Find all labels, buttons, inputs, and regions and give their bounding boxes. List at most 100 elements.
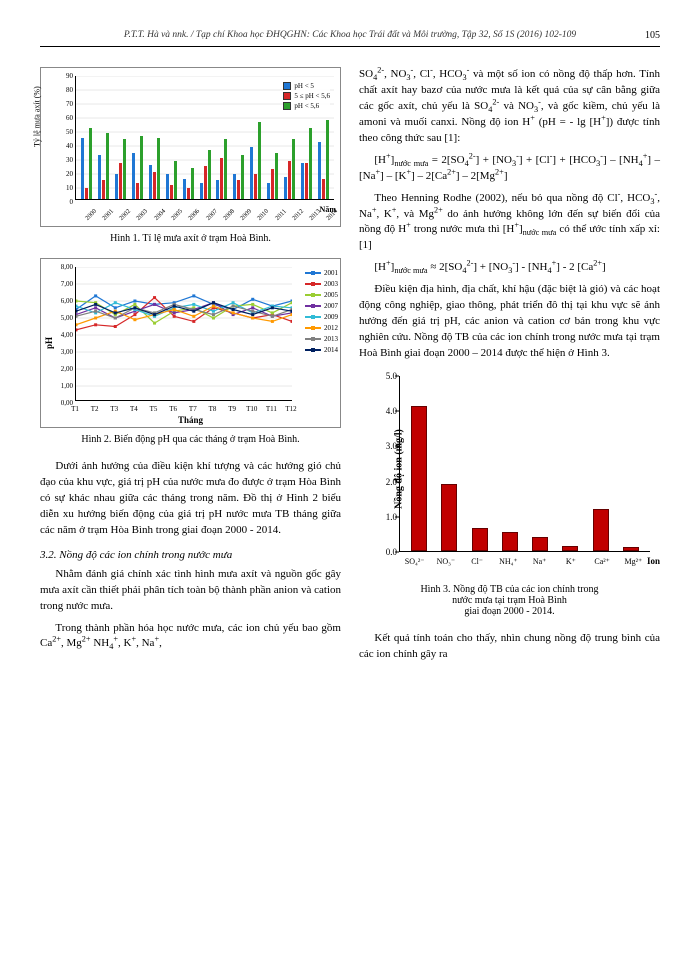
fig1-xtick: 2005 [170, 208, 184, 222]
fig1-bar [271, 169, 274, 199]
fig2-legend-item: 2013 [305, 335, 338, 343]
fig2-ytick: 8,00 [59, 263, 73, 271]
fig3-xtick: Mg²⁺ [625, 557, 643, 566]
fig1-bar [305, 163, 308, 199]
fig1-legend: pH < 5 5 ≤ pH < 5,6 pH < 5,6 [283, 82, 330, 112]
fig2-caption: Hình 2. Biến động pH qua các tháng ở trạ… [40, 434, 341, 445]
fig3-bar-column [525, 376, 555, 551]
fig1-xtick: 2011 [274, 208, 288, 222]
fig1-bar [309, 128, 312, 199]
fig1-bar [115, 174, 118, 199]
legend-line-icon [305, 327, 321, 329]
legend-swatch-icon [283, 102, 291, 110]
fig2-legend-item: 2003 [305, 280, 338, 288]
fig1-year-group [230, 76, 247, 199]
fig1-bar [89, 128, 92, 199]
fig2-xtick: T6 [169, 405, 177, 413]
fig1-xtick: 2010 [256, 208, 270, 222]
fig1-bar [288, 161, 291, 199]
fig3-bar [502, 532, 518, 551]
fig2-ylabel: pH [44, 337, 54, 349]
fig1-bar [216, 180, 219, 199]
fig3-bar-column [404, 376, 434, 551]
two-column-layout: Tỷ lệ mưa axít (%) 0102030405060708090 N… [40, 67, 660, 669]
equation-2: [H+]nước mưa ≈ 2[SO42-] + [NO3-] - [NH4+… [359, 260, 660, 276]
figure-1-chart: Tỷ lệ mưa axít (%) 0102030405060708090 N… [40, 67, 341, 227]
page-number: 105 [645, 30, 660, 41]
fig1-year-group [264, 76, 281, 199]
legend-label: 5 ≤ pH < 5,6 [294, 92, 330, 100]
fig1-bar [119, 163, 122, 199]
fig3-bar [411, 406, 427, 551]
fig1-bar [183, 179, 186, 200]
fig1-ytick: 0 [59, 198, 73, 206]
legend-label: pH < 5 [294, 82, 314, 90]
equation-1: [H+]nước mưa = 2[SO42-] + [NO3-] + [Cl-]… [359, 153, 660, 185]
fig1-ytick: 50 [59, 128, 73, 136]
fig1-xtick: 2013 [308, 208, 322, 222]
fig1-bar [318, 142, 321, 199]
fig2-xtick: T8 [209, 405, 217, 413]
fig3-xtick: Cl⁻ [471, 557, 483, 566]
fig1-ytick: 70 [59, 100, 73, 108]
fig1-xtick: 2006 [187, 208, 201, 222]
fig2-plot-area [75, 267, 292, 401]
fig2-legend-item: 2014 [305, 346, 338, 354]
fig1-xtick: 2002 [118, 208, 132, 222]
citation: P.T.T. Hà và nnk. / Tạp chí Khoa học ĐHQ… [124, 30, 576, 40]
fig1-bar [292, 139, 295, 199]
fig2-xtick: T1 [71, 405, 79, 413]
legend-line-icon [305, 316, 321, 318]
legend-label: 2009 [324, 313, 338, 321]
fig1-year-group [197, 76, 214, 199]
right-p3: Điều kiện địa hình, địa chất, khí hậu (đ… [359, 282, 660, 362]
fig1-bar [233, 174, 236, 199]
fig1-legend-item: pH < 5,6 [283, 102, 330, 110]
legend-label: 2005 [324, 291, 338, 299]
fig1-ytick: 20 [59, 170, 73, 178]
fig1-xtick: 2009 [239, 208, 253, 222]
fig1-bar [267, 183, 270, 199]
left-p1: Dưới ảnh hưởng của điều kiện khí tượng v… [40, 459, 341, 539]
fig1-ytick: 90 [59, 72, 73, 80]
fig1-year-group [112, 76, 129, 199]
fig1-bar [81, 138, 84, 200]
fig1-bar [136, 183, 139, 199]
legend-label: 2014 [324, 346, 338, 354]
fig1-bar [250, 147, 253, 199]
right-p1: SO42-, NO3-, Cl-, HCO3- và một số ion có… [359, 67, 660, 147]
fig2-ytick: 5,00 [59, 314, 73, 322]
fig1-bar [149, 165, 152, 199]
fig1-bar [102, 180, 105, 199]
fig1-ytick: 30 [59, 156, 73, 164]
legend-swatch-icon [283, 92, 291, 100]
fig2-legend-item: 2005 [305, 291, 338, 299]
legend-line-icon [305, 305, 321, 307]
section-3-2: 3.2. Nồng độ các ion chính trong nước mư… [40, 549, 341, 561]
legend-label: 2003 [324, 280, 338, 288]
legend-label: 2001 [324, 269, 338, 277]
legend-line-icon [305, 294, 321, 296]
fig2-ytick: 3,00 [59, 348, 73, 356]
fig2-legend-item: 2007 [305, 302, 338, 310]
fig1-bar [208, 150, 211, 199]
fig1-legend-item: pH < 5 [283, 82, 330, 90]
fig3-bar-column [586, 376, 616, 551]
fig1-xtick: 2008 [222, 208, 236, 222]
legend-line-icon [305, 338, 321, 340]
fig2-xtick: T9 [228, 405, 236, 413]
figure-3-chart: Nồng độ ion (mg/l) 0.01.02.03.04.05.0 SO… [359, 368, 660, 578]
fig1-year-group [78, 76, 95, 199]
fig3-xtick: NH₄⁺ [499, 557, 518, 566]
fig1-year-group [129, 76, 146, 199]
fig2-xlabel: Tháng [178, 415, 203, 425]
fig3-bar-column [465, 376, 495, 551]
fig1-year-group [146, 76, 163, 199]
figure-2-chart: pH 0,001,002,003,004,005,006,007,008,00 … [40, 258, 341, 428]
fig2-xtick: T3 [110, 405, 118, 413]
fig1-year-group [95, 76, 112, 199]
legend-label: pH < 5,6 [294, 102, 319, 110]
fig1-year-group [180, 76, 197, 199]
fig1-bar [224, 139, 227, 199]
fig3-bar-column [616, 376, 646, 551]
